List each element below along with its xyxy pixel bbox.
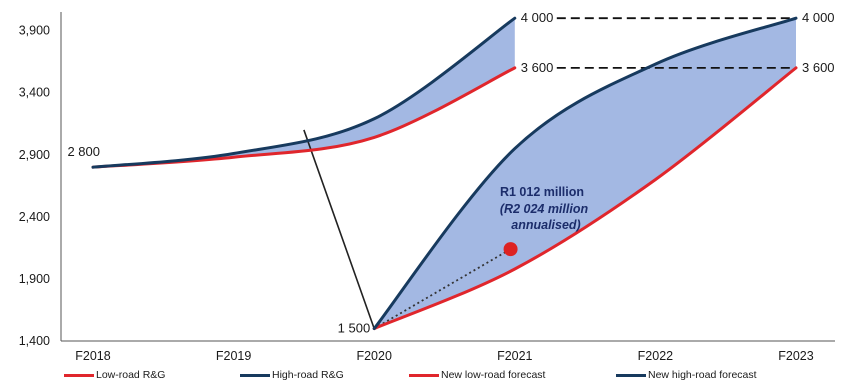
data-label: 2 800 [67,144,100,159]
x-axis: F2018 F2019 F2020 F2021 F2022 F2023 [61,340,835,363]
x-tick-labels: F2018 F2019 F2020 F2021 F2022 F2023 [75,349,813,363]
data-label: 1 500 [338,321,371,336]
marker-dot [503,242,518,257]
y-tick-label: 2,400 [19,210,50,224]
y-tick-label: 1,900 [19,272,50,286]
annotation-line-3: annualised) [511,218,580,232]
legend-swatch-high-road [240,373,270,377]
legend-item-low-road: Low-road R&G [64,369,165,381]
legend-swatch-new-high-road [616,373,646,377]
legend-swatch-low-road [64,373,94,377]
y-tick-label: 3,400 [19,86,50,100]
legend-label-high-road: High-road R&G [272,369,344,381]
legend-label-new-low-road: New low-road forecast [441,369,546,381]
y-axis: 1,400 1,900 2,400 2,900 3,400 3,900 [19,12,62,348]
annotation: R1 012 million (R2 024 million annualise… [500,185,589,232]
legend-label-low-road: Low-road R&G [96,369,166,381]
x-tick-label: F2023 [778,349,813,363]
series-line [91,16,517,169]
y-tick-label: 1,400 [19,334,50,348]
y-tick-label: 3,900 [19,24,50,38]
data-label: 3 600 [521,60,554,75]
x-tick-label: F2020 [356,349,391,363]
dotted-line [373,248,512,330]
data-label: 4 000 [521,10,554,25]
x-tick-label: F2019 [216,349,251,363]
legend-label-new-high-road: New high-road forecast [648,369,757,381]
x-tick-label: F2021 [497,349,532,363]
range-fill [93,18,515,168]
legend-item-new-high-road: New high-road forecast [616,369,757,381]
y-tick-labels: 1,400 1,900 2,400 2,900 3,400 3,900 [19,24,50,348]
y-tick-label: 2,900 [19,148,50,162]
legend: Low-road R&G High-road R&G New low-road … [0,369,843,387]
connector-line [303,129,375,329]
data-labels: 2 800 1 500 4 000 3 600 4 000 3 600 [67,10,834,335]
data-label: 3 600 [802,60,835,75]
range-fill [374,18,796,329]
series-line [372,66,798,331]
annotation-line-1: R1 012 million [500,185,584,199]
legend-item-high-road: High-road R&G [240,369,344,381]
series-line [372,16,798,331]
legend-swatch-new-low-road [409,373,439,377]
range-fills [93,18,796,329]
legend-item-new-low-road: New low-road forecast [409,369,545,381]
x-tick-label: F2018 [75,349,110,363]
annotation-line-2: (R2 024 million [500,202,589,216]
series-lines [91,16,798,331]
guide-lines [303,17,792,330]
data-label: 4 000 [802,10,835,25]
x-tick-label: F2022 [638,349,673,363]
